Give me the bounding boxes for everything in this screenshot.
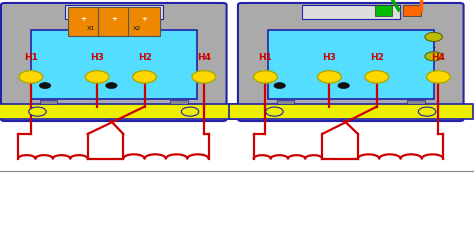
Circle shape	[338, 83, 349, 89]
Circle shape	[85, 71, 109, 83]
Bar	[277, 100, 294, 104]
Circle shape	[425, 52, 442, 61]
Circle shape	[182, 107, 199, 116]
Circle shape	[254, 71, 277, 83]
Text: H1: H1	[258, 53, 273, 62]
Text: H3: H3	[322, 53, 337, 62]
Circle shape	[133, 71, 156, 83]
Text: H1: H1	[24, 53, 38, 62]
Bar	[31, 30, 197, 98]
Circle shape	[318, 71, 341, 83]
FancyBboxPatch shape	[1, 3, 227, 121]
Circle shape	[365, 71, 389, 83]
Circle shape	[266, 107, 283, 116]
FancyBboxPatch shape	[238, 3, 464, 121]
Bar	[301, 5, 400, 19]
Bar	[171, 100, 188, 104]
Circle shape	[39, 83, 51, 89]
Bar	[0, 104, 236, 119]
Text: H4: H4	[197, 53, 211, 62]
Bar	[375, 5, 392, 16]
Circle shape	[29, 107, 46, 116]
Text: X2: X2	[133, 26, 141, 31]
Text: X1: X1	[87, 26, 95, 31]
Bar	[64, 5, 163, 19]
Text: H2: H2	[137, 53, 152, 62]
Bar	[408, 100, 425, 104]
Text: H4: H4	[431, 53, 446, 62]
Text: +: +	[111, 16, 117, 22]
Bar	[68, 7, 160, 36]
Bar	[403, 5, 420, 16]
Circle shape	[274, 83, 285, 89]
Circle shape	[106, 83, 117, 89]
Bar	[268, 30, 434, 98]
Text: +: +	[141, 16, 147, 22]
Circle shape	[19, 71, 43, 83]
Bar	[228, 104, 473, 119]
Bar	[40, 100, 57, 104]
Text: H2: H2	[370, 53, 384, 62]
Circle shape	[425, 32, 442, 41]
Circle shape	[192, 71, 216, 83]
Text: H3: H3	[90, 53, 104, 62]
Circle shape	[427, 71, 450, 83]
Circle shape	[419, 107, 436, 116]
Text: +: +	[431, 45, 436, 50]
Text: +: +	[81, 16, 86, 22]
